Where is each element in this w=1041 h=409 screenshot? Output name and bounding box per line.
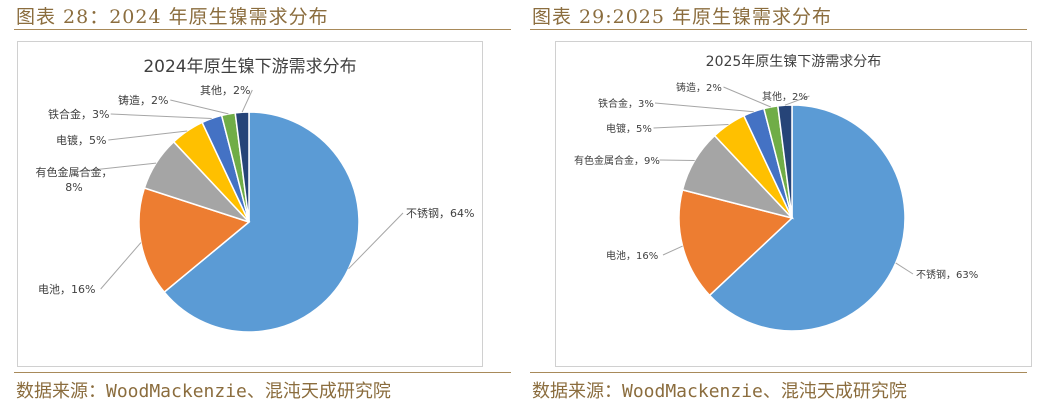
data-label-电池: 电池，16%: [606, 249, 658, 262]
chart-box-2024: 2024年原生镍下游需求分布不锈钢，64% 电池，16% 有色金属合金， 8% 电镀，5…: [17, 41, 483, 367]
leader-line-铸造: [723, 86, 771, 108]
leader-line-电池: [662, 245, 683, 256]
data-label-其他: 其他，2%: [762, 90, 808, 103]
leader-line-电镀: [108, 130, 188, 141]
chart-box-2025: 2025年原生镍下游需求分布不锈钢，63% 电池，16% 有色金属合金，9% 电镀，5…: [555, 41, 1032, 367]
leader-line-电池: [100, 242, 142, 290]
data-label-电镀: 电镀，5%: [56, 133, 106, 147]
data-label-电池: 电池，16%: [38, 283, 95, 296]
data-label-铁合金: 铁合金，3%: [598, 97, 654, 110]
leader-line-铁合金: [110, 113, 212, 119]
leader-line-不锈钢: [348, 212, 404, 270]
title-rule-left: [14, 29, 511, 30]
pie-slice-电池: [138, 187, 251, 294]
figure-title-2025: 图表 29:2025 年原生镍需求分布: [532, 6, 833, 28]
data-label-有色金属合金: 有色金属合金，9%: [574, 154, 660, 167]
leader-line-铸造: [170, 99, 229, 115]
title-rule-right: [530, 29, 1027, 30]
leader-line-不锈钢: [895, 262, 914, 275]
data-label-不锈钢: 不锈钢，63%: [916, 268, 978, 281]
pie-slice-不锈钢: [708, 104, 906, 332]
pie-slice-不锈钢: [163, 111, 360, 333]
chart-title: 2025年原生镍下游需求分布: [706, 54, 882, 70]
leader-line-其他: [241, 89, 253, 113]
pie-slice-其他: [234, 111, 250, 223]
pie-slice-其他: [777, 104, 793, 219]
data-label-电镀: 电镀，5%: [606, 122, 652, 135]
data-label-其他: 其他，2%: [200, 84, 250, 97]
pie-slice-电池: [678, 188, 794, 297]
figure-title-2024: 图表 28：2024 年原生镍需求分布: [16, 6, 329, 28]
leader-line-铁合金: [654, 102, 754, 113]
leader-line-有色金属合金: [73, 162, 157, 173]
data-label-铸造: 铸造，2%: [676, 81, 722, 94]
data-label-铁合金: 铁合金，3%: [48, 107, 109, 121]
source-rule-left: [14, 372, 511, 373]
data-label-不锈钢: 不锈钢，64%: [406, 207, 474, 220]
source-rule-right: [530, 372, 1027, 373]
leader-line-电镀: [653, 124, 729, 129]
data-label-铸造: 铸造，2%: [118, 93, 168, 107]
leader-line-有色金属合金: [659, 159, 695, 161]
chart-title: 2024年原生镍下游需求分布: [143, 57, 356, 77]
leader-line-其他: [784, 95, 810, 106]
data-label-有色金属合金: 有色金属合金， 8%: [36, 165, 113, 194]
source-note-right: 数据来源：WoodMackenzie、混沌天成研究院: [532, 381, 907, 402]
source-note-left: 数据来源：WoodMackenzie、混沌天成研究院: [16, 381, 391, 402]
